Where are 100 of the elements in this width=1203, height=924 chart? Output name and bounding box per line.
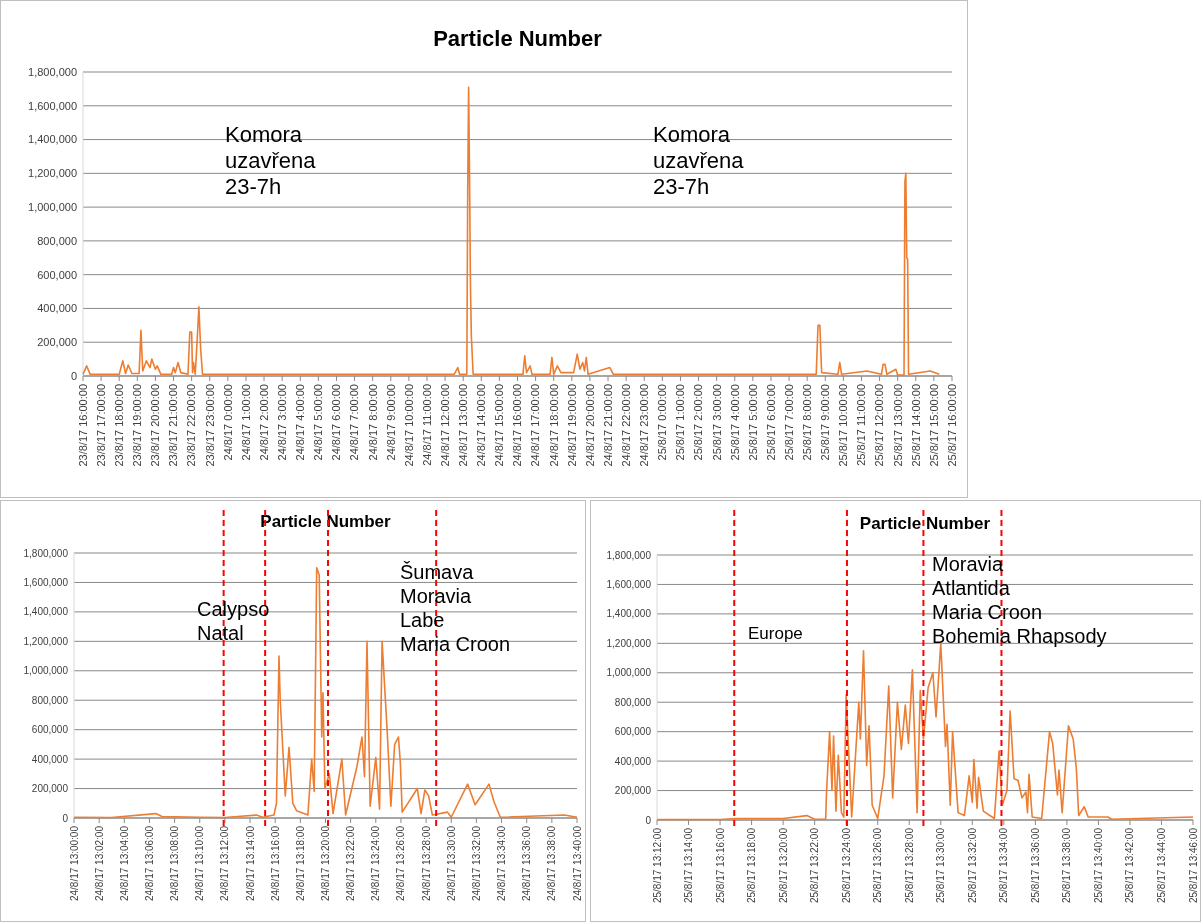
- x-tick-label: 24/8/17 13:08:00: [169, 825, 181, 902]
- y-tick-label: 1,600,000: [28, 99, 77, 112]
- y-tick-label: 1,000,000: [28, 200, 77, 213]
- x-tick-label: 25/8/17 13:20:00: [777, 827, 789, 904]
- x-tick-label: 24/8/17 13:32:00: [470, 825, 482, 902]
- y-tick-label: 600,000: [37, 268, 77, 281]
- x-tick-label: 24/8/17 0:00:00: [221, 384, 234, 461]
- x-tick-label: 25/8/17 13:40:00: [1092, 827, 1104, 904]
- x-tick-label: 25/8/17 12:00:00: [873, 384, 886, 467]
- y-tick-label: 1,400,000: [28, 133, 77, 146]
- chart-title: Particle Number: [260, 512, 392, 531]
- x-tick-label: 24/8/17 20:00:00: [583, 384, 596, 467]
- x-tick-label: 25/8/17 13:34:00: [998, 827, 1010, 904]
- chart-title: Particle Number: [433, 26, 603, 51]
- y-tick-label: 0: [70, 369, 77, 382]
- x-tick-label: 23/8/17 19:00:00: [131, 384, 144, 467]
- x-tick-label: 25/8/17 13:46:00: [1187, 827, 1199, 904]
- annotation: Europe: [748, 623, 803, 643]
- x-tick-label: 25/8/17 13:28:00: [903, 827, 915, 904]
- x-tick-label: 24/8/17 13:12:00: [219, 825, 231, 902]
- x-tick-label: 24/8/17 13:00:00: [68, 825, 80, 902]
- y-tick-label: 1,400,000: [606, 608, 652, 620]
- y-tick-label: 200,000: [37, 336, 77, 349]
- y-tick-label: 1,600,000: [23, 576, 69, 588]
- x-tick-label: 25/8/17 10:00:00: [837, 384, 850, 467]
- x-tick-label: 23/8/17 17:00:00: [94, 384, 107, 467]
- x-tick-label: 24/8/17 12:00:00: [438, 384, 451, 467]
- x-tick-label: 25/8/17 13:42:00: [1124, 827, 1136, 904]
- x-tick-label: 25/8/17 13:38:00: [1061, 827, 1073, 904]
- x-tick-label: 24/8/17 16:00:00: [511, 384, 524, 467]
- x-tick-label: 24/8/17 1:00:00: [239, 384, 252, 461]
- x-tick-label: 24/8/17 19:00:00: [565, 384, 578, 467]
- y-tick-label: 1,000,000: [606, 667, 652, 679]
- x-tick-label: 25/8/17 9:00:00: [819, 384, 832, 461]
- x-tick-label: 25/8/17 16:00:00: [945, 384, 958, 467]
- x-tick-label: 23/8/17 18:00:00: [113, 384, 126, 467]
- x-tick-label: 24/8/17 13:22:00: [345, 825, 357, 902]
- x-tick-label: 25/8/17 13:32:00: [966, 827, 978, 904]
- x-tick-label: 24/8/17 18:00:00: [547, 384, 560, 467]
- x-tick-label: 24/8/17 13:16:00: [269, 825, 281, 902]
- y-tick-label: 0: [62, 812, 69, 824]
- x-tick-label: 24/8/17 13:02:00: [93, 825, 105, 902]
- x-tick-label: 24/8/17 17:00:00: [529, 384, 542, 467]
- x-tick-label: 24/8/17 5:00:00: [312, 384, 325, 461]
- x-tick-label: 25/8/17 13:22:00: [809, 827, 821, 904]
- x-tick-label: 25/8/17 13:18:00: [746, 827, 758, 904]
- x-tick-label: 24/8/17 13:26:00: [395, 825, 407, 902]
- x-tick-label: 25/8/17 13:30:00: [935, 827, 947, 904]
- x-tick-label: 24/8/17 21:00:00: [601, 384, 614, 467]
- x-tick-label: 25/8/17 7:00:00: [782, 384, 795, 461]
- x-tick-label: 24/8/17 8:00:00: [366, 384, 379, 461]
- x-tick-label: 24/8/17 10:00:00: [402, 384, 415, 467]
- y-tick-label: 1,200,000: [28, 167, 77, 180]
- x-tick-label: 24/8/17 15:00:00: [493, 384, 506, 467]
- x-tick-label: 24/8/17 6:00:00: [330, 384, 343, 461]
- annotation: Šumava Moravia Labe Maria Croon: [400, 561, 511, 655]
- x-tick-label: 24/8/17 13:14:00: [244, 825, 256, 902]
- x-tick-label: 24/8/17 13:06:00: [143, 825, 155, 902]
- annotation: Calypso Natal: [197, 598, 270, 644]
- chart-title: Particle Number: [859, 514, 991, 533]
- x-tick-label: 24/8/17 13:28:00: [420, 825, 432, 902]
- x-tick-label: 24/8/17 23:00:00: [638, 384, 651, 467]
- x-tick-label: 24/8/17 13:36:00: [521, 825, 533, 902]
- y-tick-label: 200,000: [614, 785, 652, 797]
- x-tick-label: 24/8/17 13:34:00: [496, 825, 508, 902]
- y-tick-label: 1,400,000: [23, 606, 69, 618]
- x-tick-label: 24/8/17 3:00:00: [276, 384, 288, 461]
- y-tick-label: 800,000: [37, 234, 77, 247]
- x-tick-label: 23/8/17 23:00:00: [203, 384, 216, 467]
- y-tick-label: 400,000: [614, 755, 652, 767]
- x-tick-label: 25/8/17 13:12:00: [651, 827, 663, 904]
- annotation: Komora uzavřena 23-7h: [653, 121, 745, 200]
- x-tick-label: 23/8/17 22:00:00: [185, 384, 198, 467]
- x-tick-label: 25/8/17 13:00:00: [891, 384, 904, 467]
- y-tick-label: 600,000: [31, 724, 69, 736]
- x-tick-label: 25/8/17 15:00:00: [927, 384, 940, 467]
- annotation: Moravia Atlantida Maria Croon Bohemia Rhapsody: [932, 553, 1107, 647]
- x-tick-label: 24/8/17 13:00:00: [457, 384, 470, 467]
- y-tick-label: 1,800,000: [606, 549, 652, 561]
- x-tick-label: 24/8/17 13:18:00: [294, 825, 306, 902]
- x-tick-label: 23/8/17 16:00:00: [76, 384, 89, 467]
- y-tick-label: 1,200,000: [23, 635, 69, 647]
- x-tick-label: 25/8/17 13:36:00: [1029, 827, 1041, 904]
- y-tick-label: 1,600,000: [606, 578, 652, 590]
- x-tick-label: 24/8/17 13:20:00: [320, 825, 331, 902]
- x-tick-label: 24/8/17 14:00:00: [475, 384, 488, 467]
- x-tick-label: 25/8/17 13:26:00: [872, 827, 884, 904]
- y-tick-label: 800,000: [614, 696, 652, 708]
- x-tick-label: 25/8/17 11:00:00: [855, 384, 868, 466]
- y-tick-label: 1,000,000: [23, 665, 69, 677]
- y-tick-label: 800,000: [31, 694, 69, 706]
- y-tick-label: 200,000: [31, 783, 69, 795]
- x-tick-label: 24/8/17 2:00:00: [257, 384, 270, 461]
- x-tick-label: 25/8/17 8:00:00: [801, 384, 814, 461]
- x-tick-label: 24/8/17 13:30:00: [445, 825, 457, 902]
- x-tick-label: 24/8/17 11:00:00: [420, 384, 433, 466]
- y-tick-label: 1,800,000: [23, 547, 69, 559]
- x-tick-label: 24/8/17 13:38:00: [546, 825, 558, 902]
- x-tick-label: 24/8/17 22:00:00: [619, 384, 632, 467]
- y-tick-label: 400,000: [37, 302, 77, 315]
